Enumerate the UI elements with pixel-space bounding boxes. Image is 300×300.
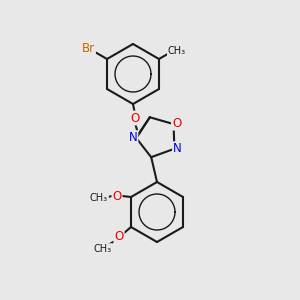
Text: O: O — [114, 230, 124, 244]
Text: O: O — [130, 112, 140, 124]
Text: O: O — [172, 117, 181, 130]
Text: Br: Br — [82, 41, 95, 55]
Text: CH₃: CH₃ — [90, 193, 108, 203]
Text: N: N — [129, 131, 137, 144]
Text: N: N — [173, 142, 182, 155]
Text: CH₃: CH₃ — [168, 46, 186, 56]
Text: CH₃: CH₃ — [94, 244, 112, 254]
Text: O: O — [112, 190, 122, 202]
